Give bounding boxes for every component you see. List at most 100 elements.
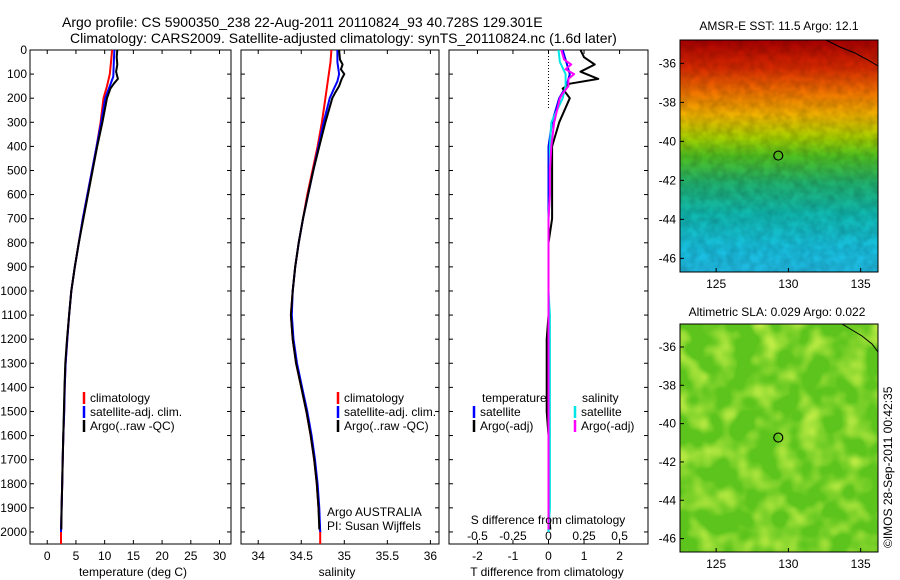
y-tick-label: -38 xyxy=(659,95,677,109)
difference-ticks: -2 -1 0 1 2 -0.5 -0.25 0 0.25 0.5 xyxy=(449,49,648,563)
x-tick-label: 30 xyxy=(213,549,227,563)
legend-label-temperature-argo: Argo(-adj) xyxy=(480,419,533,433)
y-tick-label: -36 xyxy=(659,340,677,354)
difference-xlabel: T difference from climatology xyxy=(470,565,624,579)
coastline xyxy=(825,40,878,67)
x-tick-label: 125 xyxy=(706,557,726,571)
x-tick-label: 1 xyxy=(581,549,588,563)
y-tick-label: 1200 xyxy=(0,332,27,346)
legend-label-argo: Argo(..raw -QC) xyxy=(90,419,175,433)
x-tick-label: 0 xyxy=(44,549,51,563)
series-line xyxy=(547,50,576,530)
y-tick-label: -42 xyxy=(659,455,677,469)
y-tick-label: 700 xyxy=(7,212,27,226)
y-tick-label: -36 xyxy=(659,56,677,70)
legend-label-salinity-satellite: satellite xyxy=(581,405,622,419)
y-tick-label: 600 xyxy=(7,188,27,202)
s-tick-label: 0 xyxy=(545,529,552,543)
y-tick-label: 300 xyxy=(7,115,27,129)
sla-map-ticks: 125 130 135 -36 -38 -40 -42 -44 -46 xyxy=(659,340,871,571)
y-tick-label: -40 xyxy=(659,417,677,431)
series-line xyxy=(60,50,116,533)
temperature-axes xyxy=(29,49,232,545)
y-tick-label: 800 xyxy=(7,236,27,250)
y-tick-label: 100 xyxy=(7,67,27,81)
x-tick-label: 15 xyxy=(127,549,141,563)
y-tick-label: -46 xyxy=(659,251,677,265)
x-tick-label: 10 xyxy=(98,549,112,563)
argo-float-marker xyxy=(773,432,784,443)
temperature-series xyxy=(60,50,119,544)
y-tick-label: 400 xyxy=(7,139,27,153)
salinity-axes xyxy=(240,49,440,545)
series-line xyxy=(290,50,341,533)
s-tick-label: -0.5 xyxy=(467,529,488,543)
sla-map-image xyxy=(680,324,878,552)
y-tick-label: 1400 xyxy=(0,380,27,394)
y-tick-label: -42 xyxy=(659,173,677,187)
y-tick-label: 1000 xyxy=(0,284,27,298)
y-tick-label: 1600 xyxy=(0,429,27,443)
series-line xyxy=(547,50,567,533)
salinity-legend: climatology satellite-adj. clim. Argo(..… xyxy=(336,391,436,433)
s-tick-label: -0.25 xyxy=(499,529,527,543)
series-line xyxy=(60,50,119,530)
legend-label-climatology: climatology xyxy=(344,391,404,405)
sst-map-frame xyxy=(679,39,879,273)
difference-xlabel-top: S difference from climatology xyxy=(471,513,626,527)
salinity-series xyxy=(289,50,346,544)
temperature-legend: climatology satellite-adj. clim. Argo(..… xyxy=(82,391,182,433)
x-tick-label: 0 xyxy=(545,549,552,563)
figure-title-line2: Climatology: CARS2009. Satellite-adjuste… xyxy=(70,30,617,46)
coastline xyxy=(841,324,878,353)
y-tick-label: 1800 xyxy=(0,477,27,491)
y-tick-label: 1300 xyxy=(0,356,27,370)
s-tick-label: 0.5 xyxy=(611,529,628,543)
salinity-xlabel: salinity xyxy=(319,565,356,579)
x-tick-label: -1 xyxy=(508,549,519,563)
x-tick-label: 34.5 xyxy=(290,549,314,563)
series-line xyxy=(60,50,114,544)
y-tick-label: 1700 xyxy=(0,453,27,467)
x-tick-label: 35 xyxy=(338,549,352,563)
y-tick-label: -40 xyxy=(659,134,677,148)
x-tick-label: 135 xyxy=(851,557,871,571)
x-tick-label: 135 xyxy=(851,277,871,291)
x-tick-label: 125 xyxy=(706,277,726,291)
x-tick-label: 36 xyxy=(424,549,438,563)
y-tick-label: -46 xyxy=(659,532,677,546)
x-tick-label: 35.5 xyxy=(376,549,400,563)
figure-title-line1: Argo profile: CS 5900350_238 22-Aug-2011… xyxy=(62,14,543,30)
salinity-ticks: 34 34.5 35 35.5 36 xyxy=(241,49,439,563)
y-tick-label: 2000 xyxy=(0,525,27,539)
x-tick-label: 5 xyxy=(73,549,80,563)
temperature-xlabel: temperature (deg C) xyxy=(79,565,187,579)
legend-label-salinity-argo: Argo(-adj) xyxy=(581,419,634,433)
legend-label-satellite: satellite-adj. clim. xyxy=(344,405,436,419)
difference-series xyxy=(545,50,600,533)
temperature-ticks: 0 100 200 300 400 500 600 700 800 900 1000 1100 1200… xyxy=(0,43,231,563)
sst-map-ticks: 125 130 135 -36 -38 -40 -42 -44 -46 xyxy=(659,56,871,291)
x-tick-label: 34 xyxy=(252,549,266,563)
x-tick-label: -2 xyxy=(472,549,483,563)
y-tick-label: -44 xyxy=(659,212,677,226)
y-tick-label: 900 xyxy=(7,260,27,274)
y-tick-label: 200 xyxy=(7,91,27,105)
s-tick-label: 0.25 xyxy=(572,529,596,543)
sst-map-title: AMSR-E SST: 11.5 Argo: 12.1 xyxy=(699,19,859,33)
x-tick-label: 25 xyxy=(184,549,198,563)
legend-label-temperature-satellite: satellite xyxy=(480,405,521,419)
sst-map-image xyxy=(680,40,878,272)
legend-title-temperature: temperature xyxy=(482,391,547,405)
y-tick-label: 500 xyxy=(7,163,27,177)
legend-label-climatology: climatology xyxy=(90,391,150,405)
y-tick-label: 1100 xyxy=(1,308,27,322)
x-tick-label: 2 xyxy=(616,549,623,563)
annotation-pi-name: PI: Susan Wijffels xyxy=(327,519,421,533)
x-tick-label: 130 xyxy=(778,557,798,571)
sla-map-frame xyxy=(679,323,879,553)
sla-map-title: Altimetric SLA: 0.029 Argo: 0.022 xyxy=(689,305,866,319)
argo-float-marker xyxy=(773,150,784,161)
x-tick-label: 130 xyxy=(778,277,798,291)
